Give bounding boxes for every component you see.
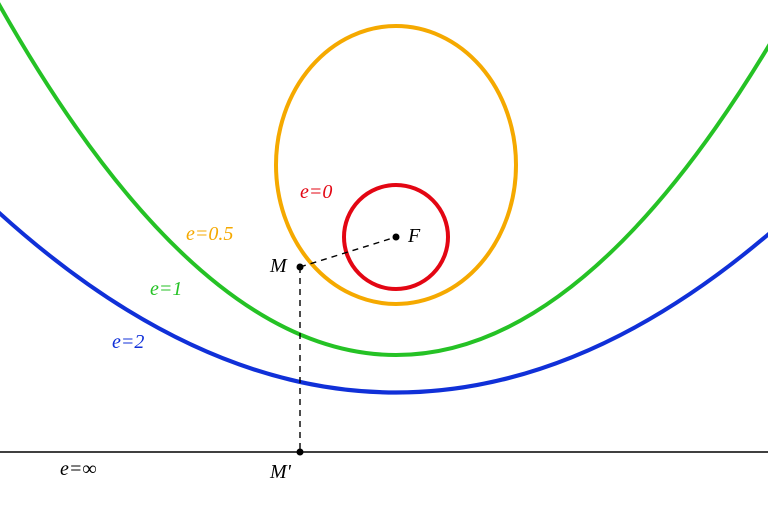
label-e0: e=0 — [300, 181, 332, 203]
conics-diagram: e=0 e=0.5 e=1 e=2 e=∞ F M M' — [0, 0, 768, 512]
point-m2 — [297, 449, 304, 456]
ellipse-curve — [276, 26, 516, 304]
label-e05: e=0.5 — [186, 223, 233, 245]
label-e1: e=1 — [150, 278, 182, 300]
label-M: M — [269, 255, 288, 277]
point-f — [393, 234, 400, 241]
hyperbola-curve — [0, 195, 768, 393]
label-M2: M' — [269, 461, 292, 483]
label-e2: e=2 — [112, 331, 144, 353]
label-einf: e=∞ — [60, 458, 97, 480]
label-F: F — [407, 225, 421, 247]
point-m — [297, 264, 304, 271]
